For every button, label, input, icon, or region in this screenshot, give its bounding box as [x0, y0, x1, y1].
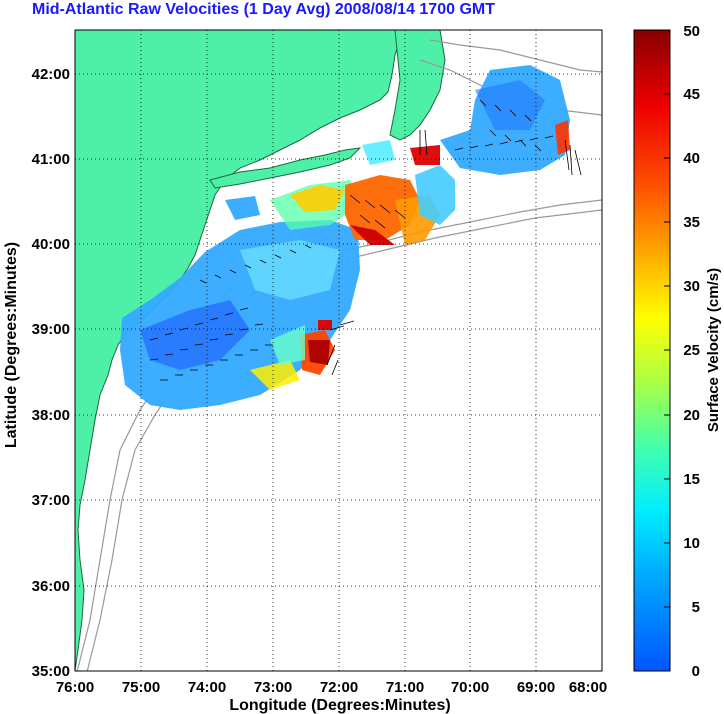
plot-border: [74, 29, 603, 672]
x-tick: 75:00: [122, 679, 160, 696]
y-tick: 36:00: [32, 578, 70, 595]
x-tick: 68:00: [569, 679, 607, 696]
x-tick: 76:00: [56, 679, 94, 696]
y-tick-labels: 42:00 41:00 40:00 39:00 38:00 37:00 36:0…: [32, 66, 70, 680]
colorbar-tick: 50: [683, 23, 700, 40]
cape-cod: [389, 30, 446, 141]
long-island: [209, 147, 362, 189]
y-axis-label: Latitude (Degrees:Minutes): [3, 242, 20, 448]
x-tick-labels: 76:00 75:00 74:00 73:00 72:00 71:00 70:0…: [56, 679, 607, 696]
colorbar-ticks: [664, 93, 670, 608]
grid-lines: [75, 30, 602, 671]
colorbar-tick: 15: [683, 471, 700, 488]
x-tick: 69:00: [517, 679, 555, 696]
y-tick: 35:00: [32, 663, 70, 680]
x-tick: 74:00: [188, 679, 226, 696]
colorbar-label: Surface Velocity (cm/s): [705, 268, 722, 432]
colorbar-tick: 45: [683, 86, 700, 103]
colorbar-tick: 0: [692, 663, 700, 680]
colorbar-tick: 10: [683, 535, 700, 552]
colorbar-tick: 35: [683, 214, 700, 231]
x-tick: 70:00: [451, 679, 489, 696]
colorbar-tick-labels: 50 45 40 35 30 25 20 15 10 5 0: [683, 23, 700, 680]
y-tick: 37:00: [32, 492, 70, 509]
y-tick: 39:00: [32, 321, 70, 338]
x-tick: 73:00: [254, 679, 292, 696]
y-tick: 40:00: [32, 236, 70, 253]
map-title: Mid-Atlantic Raw Velocities (1 Day Avg) …: [32, 1, 495, 18]
colorbar-tick: 40: [683, 150, 700, 167]
colorbar-tick: 20: [683, 407, 700, 424]
y-tick: 42:00: [32, 66, 70, 83]
colorbar-tick: 30: [683, 278, 700, 295]
y-tick: 38:00: [32, 407, 70, 424]
colorbar-tick: 5: [692, 599, 700, 616]
x-tick: 71:00: [386, 679, 424, 696]
colorbar-tick: 25: [683, 342, 700, 359]
x-axis-label: Longitude (Degrees:Minutes): [229, 697, 450, 714]
x-tick: 72:00: [320, 679, 358, 696]
y-tick: 41:00: [32, 151, 70, 168]
